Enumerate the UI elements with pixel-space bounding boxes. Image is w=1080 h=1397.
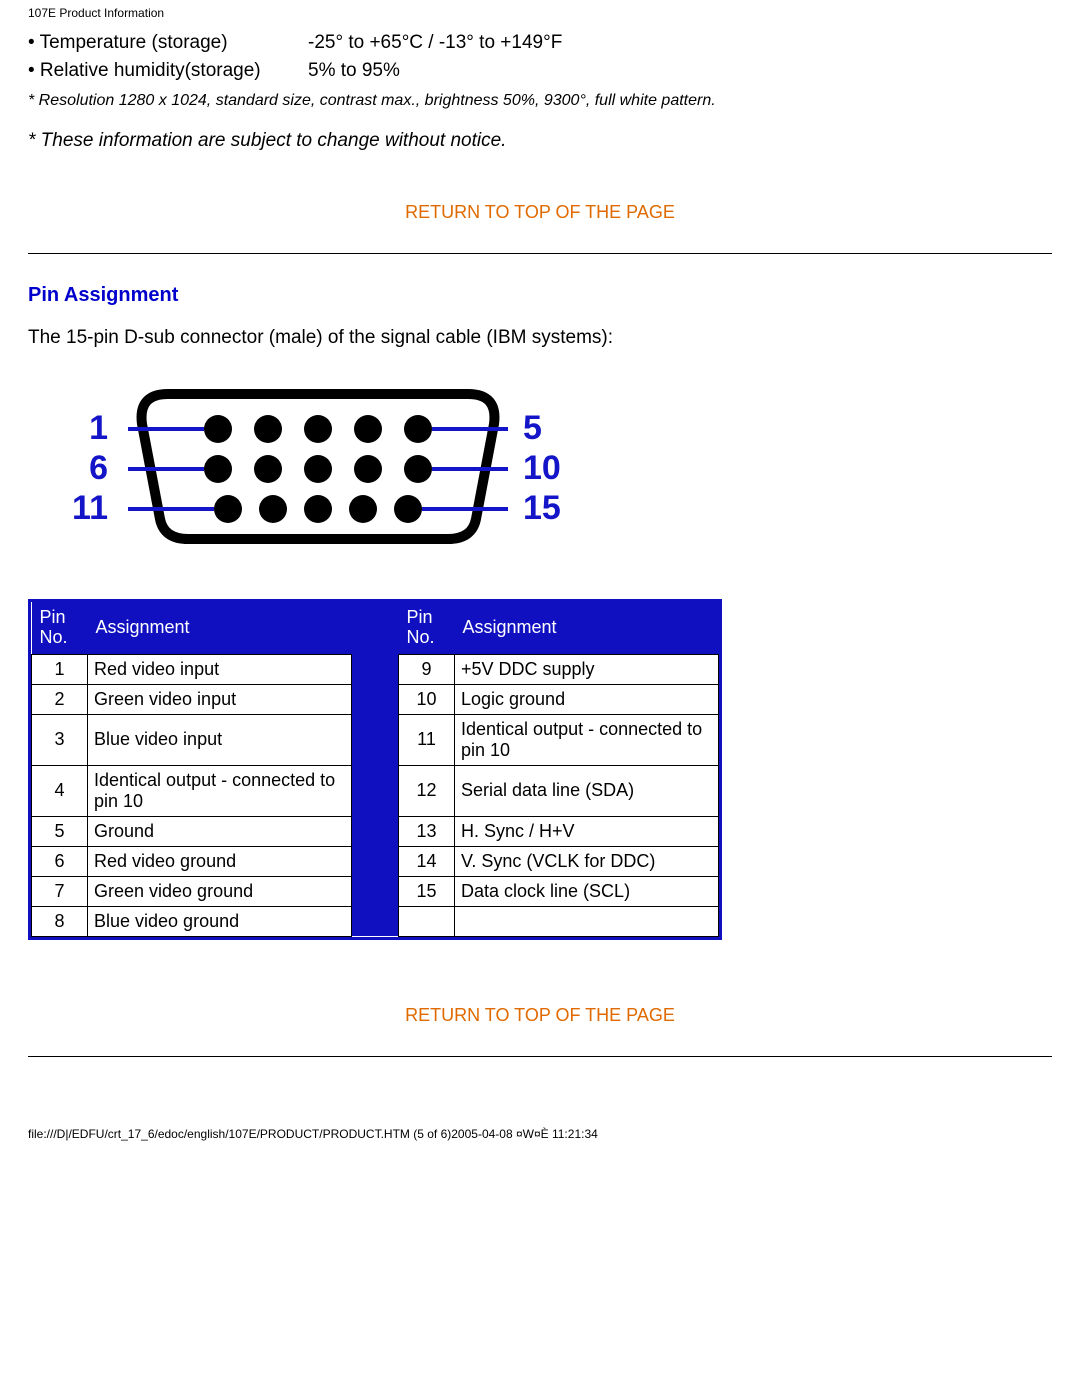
table-header-row: Pin No. Assignment Pin No. Assignment <box>32 602 719 654</box>
assign-cell: Ground <box>88 816 352 846</box>
spec-row: • Relative humidity(storage) 5% to 95% <box>28 60 1052 82</box>
pin-cell: 13 <box>399 816 455 846</box>
pin-cell: 12 <box>399 765 455 816</box>
diagram-label-5: 5 <box>523 409 542 447</box>
pin-cell: 2 <box>32 684 88 714</box>
assign-cell: Identical output - connected to pin 10 <box>88 765 352 816</box>
spec-value: 5% to 95% <box>308 60 1052 82</box>
table-spacer <box>352 602 399 936</box>
assign-cell: Logic ground <box>455 684 719 714</box>
header-assign-right: Assignment <box>455 602 719 654</box>
pin-cell: 15 <box>399 876 455 906</box>
assign-cell: Red video input <box>88 654 352 684</box>
return-link-container: RETURN TO TOP OF THE PAGE <box>28 202 1052 223</box>
assign-cell: Serial data line (SDA) <box>455 765 719 816</box>
pin-cell <box>399 906 455 936</box>
pin-assignment-table: Pin No. Assignment Pin No. Assignment 1 … <box>31 602 719 937</box>
connector-diagram: 1 6 11 5 10 15 <box>28 369 598 559</box>
footer-text: file:///D|/EDFU/crt_17_6/edoc/english/10… <box>28 1127 598 1141</box>
assign-cell: Red video ground <box>88 846 352 876</box>
pin-cell: 7 <box>32 876 88 906</box>
header-title: 107E Product Information <box>28 6 164 20</box>
pin-assignment-description: The 15-pin D-sub connector (male) of the… <box>28 327 1052 349</box>
spec-footnote: * Resolution 1280 x 1024, standard size,… <box>28 92 1052 110</box>
diagram-label-10: 10 <box>523 449 561 487</box>
pin-assignment-title: Pin Assignment <box>28 284 1052 307</box>
spec-label: • Relative humidity(storage) <box>28 60 308 82</box>
spec-row: • Temperature (storage) -25° to +65°C / … <box>28 32 1052 54</box>
pin-cell: 8 <box>32 906 88 936</box>
pin-cell: 1 <box>32 654 88 684</box>
page-header: 107E Product Information <box>0 0 1080 26</box>
spec-notice: * These information are subject to chang… <box>28 130 1052 152</box>
diagram-label-6: 6 <box>89 449 108 487</box>
diagram-label-15: 15 <box>523 489 561 527</box>
pin-cell: 9 <box>399 654 455 684</box>
assign-cell: Data clock line (SCL) <box>455 876 719 906</box>
assign-cell: Green video ground <box>88 876 352 906</box>
pin-cell: 4 <box>32 765 88 816</box>
spec-value: -25° to +65°C / -13° to +149°F <box>308 32 1052 54</box>
assign-cell <box>455 906 719 936</box>
pin-cell: 6 <box>32 846 88 876</box>
return-to-top-link[interactable]: RETURN TO TOP OF THE PAGE <box>405 202 675 222</box>
page-footer: file:///D|/EDFU/crt_17_6/edoc/english/10… <box>0 1087 1080 1147</box>
assign-cell: V. Sync (VCLK for DDC) <box>455 846 719 876</box>
assign-cell: Identical output - connected to pin 10 <box>455 714 719 765</box>
divider <box>28 253 1052 254</box>
spec-label: • Temperature (storage) <box>28 32 308 54</box>
pin-cell: 11 <box>399 714 455 765</box>
divider <box>28 1056 1052 1057</box>
assign-cell: H. Sync / H+V <box>455 816 719 846</box>
pin-table-container: Pin No. Assignment Pin No. Assignment 1 … <box>28 599 722 940</box>
assign-cell: +5V DDC supply <box>455 654 719 684</box>
pin-cell: 5 <box>32 816 88 846</box>
diagram-label-11: 11 <box>72 489 108 527</box>
assign-cell: Blue video ground <box>88 906 352 936</box>
diagram-label-1: 1 <box>89 409 108 447</box>
return-link-container: RETURN TO TOP OF THE PAGE <box>28 1005 1052 1026</box>
header-pin-left: Pin No. <box>32 602 88 654</box>
assign-cell: Blue video input <box>88 714 352 765</box>
assign-cell: Green video input <box>88 684 352 714</box>
return-to-top-link[interactable]: RETURN TO TOP OF THE PAGE <box>405 1005 675 1025</box>
pin-cell: 10 <box>399 684 455 714</box>
pin-cell: 14 <box>399 846 455 876</box>
pin-cell: 3 <box>32 714 88 765</box>
header-pin-right: Pin No. <box>399 602 455 654</box>
header-assign-left: Assignment <box>88 602 352 654</box>
content-area: • Temperature (storage) -25° to +65°C / … <box>0 32 1080 1057</box>
